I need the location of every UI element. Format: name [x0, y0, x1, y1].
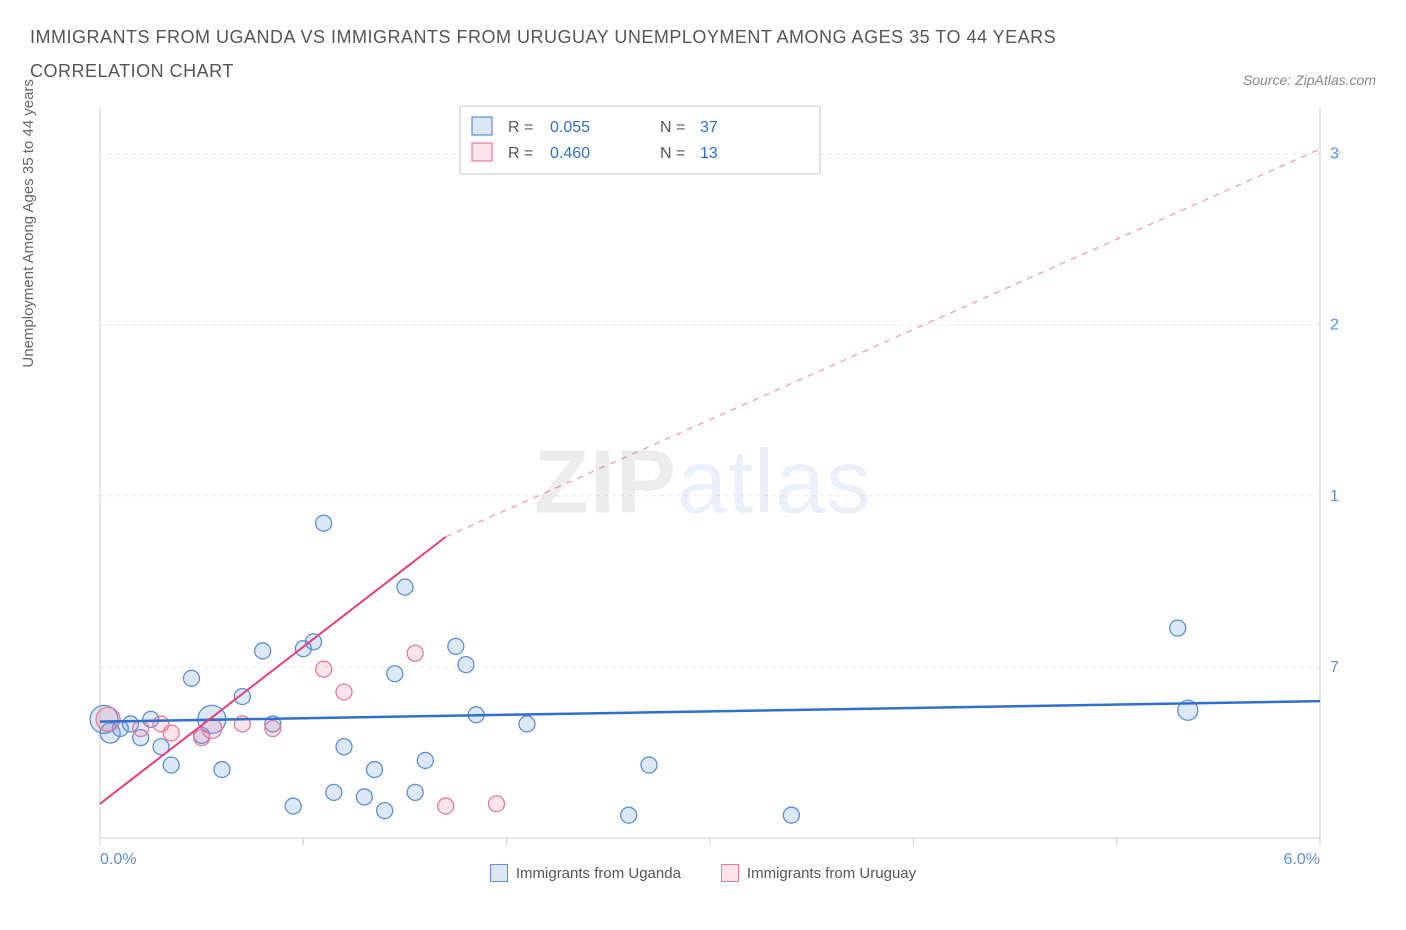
svg-text:15.0%: 15.0% — [1330, 488, 1340, 505]
point-uganda — [163, 757, 179, 773]
chart-title: IMMIGRANTS FROM UGANDA VS IMMIGRANTS FRO… — [30, 20, 1130, 88]
svg-text:0.0%: 0.0% — [100, 851, 136, 868]
point-uganda — [397, 579, 413, 595]
point-uruguay — [316, 662, 332, 678]
point-uganda — [458, 657, 474, 673]
stats-swatch — [472, 143, 492, 161]
point-uganda — [184, 671, 200, 687]
point-uganda — [641, 757, 657, 773]
point-uganda — [316, 516, 332, 532]
point-uganda — [407, 785, 423, 801]
header: IMMIGRANTS FROM UGANDA VS IMMIGRANTS FRO… — [30, 20, 1376, 88]
point-uganda — [417, 753, 433, 769]
point-uganda — [214, 762, 230, 778]
stats-n-label: N = — [660, 119, 685, 136]
point-uruguay — [489, 796, 505, 812]
stats-box — [460, 106, 820, 174]
trend-dashed-uruguay — [446, 149, 1320, 537]
point-uganda — [306, 634, 322, 650]
point-uganda — [285, 798, 301, 814]
point-uganda — [367, 762, 383, 778]
trend-uganda — [100, 702, 1320, 723]
stats-n-label: N = — [660, 145, 685, 162]
point-uruguay — [438, 798, 454, 814]
chart-container: IMMIGRANTS FROM UGANDA VS IMMIGRANTS FRO… — [0, 0, 1406, 930]
y-axis-label: Unemployment Among Ages 35 to 44 years — [20, 79, 37, 368]
point-uruguay — [336, 684, 352, 700]
point-uganda — [448, 639, 464, 655]
point-uganda — [519, 716, 535, 732]
point-uganda — [356, 789, 372, 805]
stats-r-label: R = — [508, 145, 533, 162]
point-uganda — [1170, 621, 1186, 637]
svg-text:30.0%: 30.0% — [1330, 146, 1340, 163]
stats-r-label: R = — [508, 119, 533, 136]
point-uruguay — [163, 725, 179, 741]
svg-text:22.5%: 22.5% — [1330, 317, 1340, 334]
stats-r-value: 0.055 — [550, 119, 590, 136]
point-uganda — [336, 739, 352, 755]
point-uganda — [387, 666, 403, 682]
stats-n-value: 13 — [700, 145, 718, 162]
scatter-plot: 0.0% 6.0% 7.5% 15.0% 22.5% 30.0% R = 0.055 N = 37… — [30, 98, 1340, 868]
svg-text:7.5%: 7.5% — [1330, 659, 1340, 676]
point-uruguay — [265, 721, 281, 737]
point-uganda — [783, 808, 799, 824]
source-attribution: Source: ZipAtlas.com — [1243, 72, 1376, 88]
point-uganda — [621, 808, 637, 824]
stats-n-value: 37 — [700, 119, 718, 136]
svg-text:6.0%: 6.0% — [1284, 851, 1320, 868]
point-uganda — [377, 803, 393, 819]
point-uganda — [326, 785, 342, 801]
stats-r-value: 0.460 — [550, 145, 590, 162]
point-uruguay — [407, 646, 423, 662]
stats-swatch — [472, 117, 492, 135]
point-uruguay — [133, 721, 149, 737]
point-uganda — [234, 689, 250, 705]
point-uruguay — [202, 719, 222, 739]
point-uruguay — [96, 708, 120, 732]
point-uganda — [255, 643, 271, 659]
plot-wrap: Unemployment Among Ages 35 to 44 years 0… — [30, 98, 1376, 868]
